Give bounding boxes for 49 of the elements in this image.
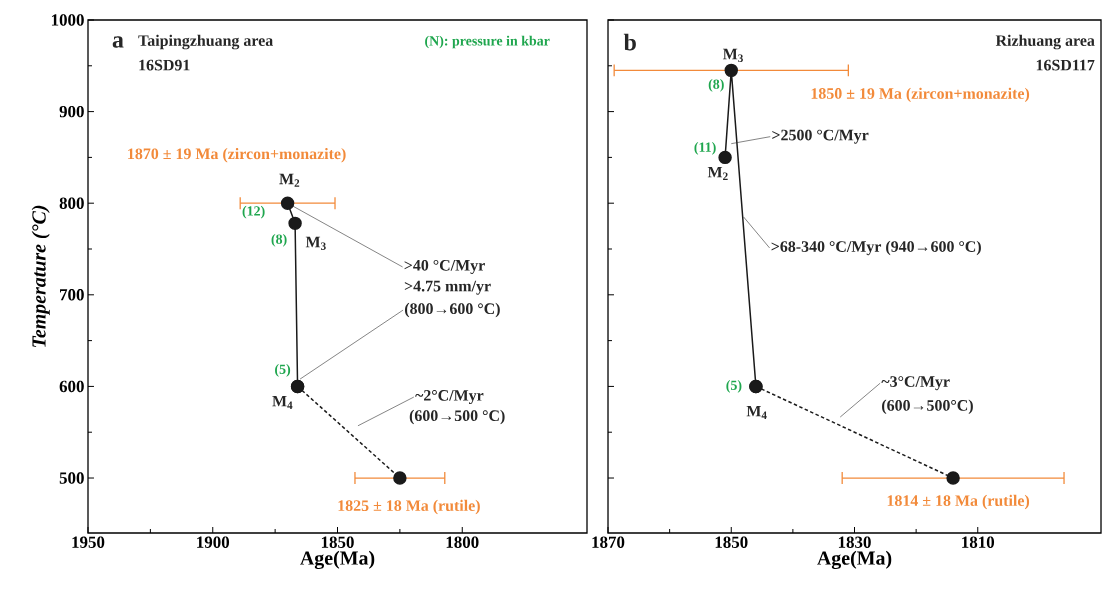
x-tick-label: 1950: [72, 536, 105, 548]
x-axis-title: Age(Ma): [817, 550, 892, 569]
annotation: (12): [242, 205, 265, 219]
annotation: >40 °C/Myr: [404, 259, 485, 274]
annotation: M$_{2}$: [707, 166, 728, 180]
annotation: b: [623, 33, 636, 51]
annotation: (800→600 °C): [404, 302, 500, 318]
annotation: (600→500°C): [882, 399, 973, 415]
annotation: 1870 ± 19 Ma (zircon+monazite): [128, 147, 346, 163]
x-tick-label: 1830: [838, 536, 871, 548]
x-tick-label: 1850: [321, 536, 354, 548]
annotation: (N): pressure in kbar: [425, 35, 550, 49]
annotation: 1825 ± 18 Ma (rutile): [338, 499, 480, 515]
y-tick-label: 600: [59, 380, 84, 393]
annotation: (5): [726, 380, 742, 393]
annotation: (8): [708, 79, 724, 92]
annotation: M$_{3}$: [305, 236, 326, 250]
x-tick-label: 1800: [446, 536, 479, 548]
x-tick-label: 1900: [197, 536, 230, 548]
annotation: 1814 ± 18 Ma (rutile): [887, 494, 1030, 510]
annotation: (600→500 °C): [409, 409, 505, 425]
annotation: >4.75 mm/yr: [404, 280, 491, 295]
annotation: >2500 °C/Myr: [772, 129, 869, 144]
annotation: 16SD117: [1036, 59, 1095, 71]
annotation: a: [112, 36, 124, 48]
annotation: Taipingzhuang area: [138, 34, 273, 50]
x-tick-label: 1850: [715, 536, 748, 548]
annotation: (5): [275, 364, 291, 377]
x-tick-label: 1810: [962, 536, 995, 548]
annotation: ~3°C/Myr: [881, 376, 950, 391]
y-tick-label: 800: [59, 197, 84, 209]
annotation: M$_{4}$: [272, 395, 293, 409]
annotation: 16SD91: [139, 59, 190, 71]
annotation: (8): [271, 234, 287, 247]
y-tick-label: 900: [59, 105, 84, 118]
y-axis-title: Temperature (°C): [31, 205, 50, 347]
annotation: 1850 ± 19 Ma (zircon+monazite): [811, 87, 1030, 103]
annotation: Rizhuang area: [995, 34, 1095, 50]
annotation: M$_{4}$: [746, 405, 767, 419]
y-tick-label: 1000: [51, 14, 84, 26]
x-axis-title: Age(Ma): [300, 550, 375, 569]
y-tick-label: 500: [59, 472, 84, 484]
annotation: ~2°C/Myr: [415, 390, 484, 405]
x-tick-label: 1870: [592, 536, 625, 548]
annotation: M$_{3}$: [722, 48, 743, 62]
y-tick-label: 700: [60, 289, 84, 301]
annotation: (11): [694, 142, 716, 155]
annotation: >68-340 °C/Myr (940→600 °C): [771, 240, 981, 256]
annotation: M$_{2}$: [279, 173, 300, 187]
